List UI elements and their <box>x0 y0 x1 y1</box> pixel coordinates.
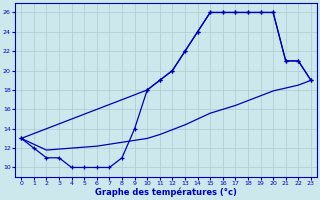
X-axis label: Graphe des températures (°c): Graphe des températures (°c) <box>95 188 237 197</box>
